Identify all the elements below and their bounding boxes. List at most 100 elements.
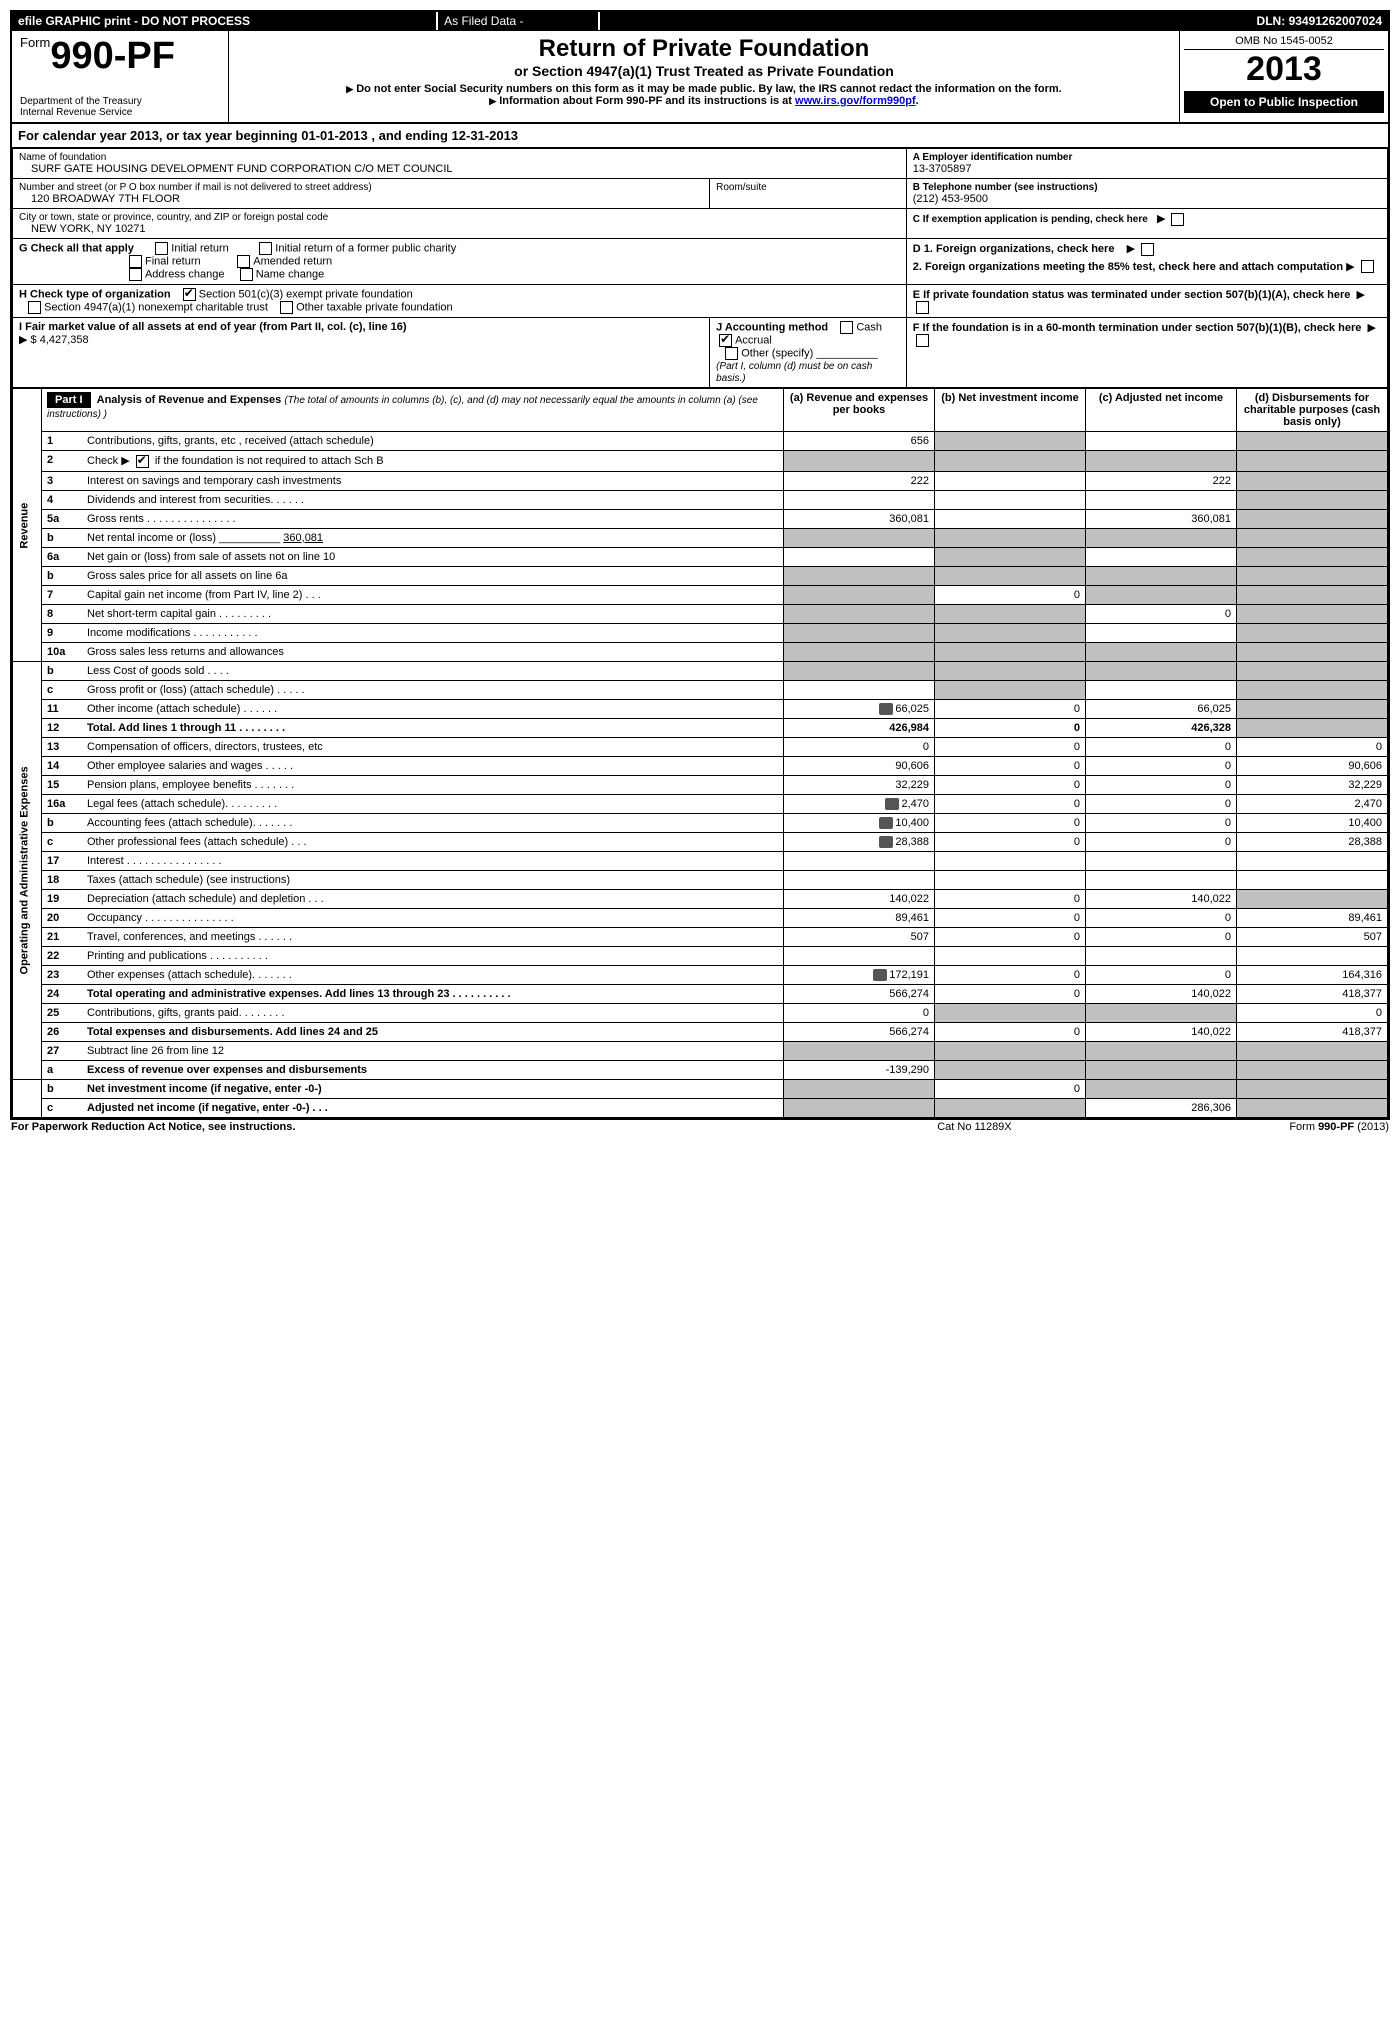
open-inspection: Open to Public Inspection: [1184, 91, 1384, 113]
table-row: 11Other income (attach schedule) . . . .…: [13, 699, 1388, 718]
dept-irs: Internal Revenue Service: [20, 107, 220, 118]
h-label: H Check type of organization: [19, 288, 171, 300]
title-cell: Return of Private Foundation or Section …: [229, 31, 1180, 124]
table-row: bGross sales price for all assets on lin…: [13, 566, 1388, 585]
city-label: City or town, state or province, country…: [19, 212, 900, 223]
table-row: 21Travel, conferences, and meetings . . …: [13, 927, 1388, 946]
form-title: Return of Private Foundation: [233, 35, 1175, 63]
table-row: 12Total. Add lines 1 through 11 . . . . …: [13, 718, 1388, 737]
period-header: For calendar year 2013, or tax year begi…: [11, 123, 1389, 148]
table-row: bAccounting fees (attach schedule). . . …: [13, 813, 1388, 832]
attach-icon[interactable]: [879, 817, 893, 829]
g-final-checkbox[interactable]: [129, 255, 142, 268]
dept-treasury: Department of the Treasury: [20, 96, 220, 107]
h-4947-checkbox[interactable]: [28, 301, 41, 314]
year-cell: OMB No 1545-0052 2013 Open to Public Ins…: [1180, 31, 1390, 124]
revenue-sidelabel: Revenue: [13, 389, 42, 662]
table-row: 27Subtract line 26 from line 12: [13, 1042, 1388, 1061]
period-begin: 01-01-2013: [301, 128, 368, 143]
h-501c3-checkbox[interactable]: [183, 288, 196, 301]
omb-number: OMB No 1545-0052: [1184, 35, 1384, 50]
efile-notice: efile GRAPHIC print - DO NOT PROCESS: [12, 12, 437, 30]
instructions-link[interactable]: www.irs.gov/form990pf: [795, 95, 916, 107]
table-row: cOther professional fees (attach schedul…: [13, 832, 1388, 851]
part1-title: Analysis of Revenue and Expenses: [97, 394, 282, 406]
g-amended-checkbox[interactable]: [237, 255, 250, 268]
addr-label: Number and street (or P O box number if …: [19, 182, 703, 193]
table-row: 15Pension plans, employee benefits . . .…: [13, 775, 1388, 794]
ein-value: 13-3705897: [913, 163, 1381, 175]
expenses-sidelabel: Operating and Administrative Expenses: [13, 661, 42, 1079]
table-row: 20Occupancy . . . . . . . . . . . . . . …: [13, 908, 1388, 927]
tel-label: B Telephone number (see instructions): [913, 182, 1381, 193]
d1-checkbox[interactable]: [1141, 243, 1154, 256]
g-address-checkbox[interactable]: [129, 268, 142, 281]
footer-form: 990-PF: [1318, 1121, 1354, 1133]
table-row: 23Other expenses (attach schedule). . . …: [13, 965, 1388, 984]
table-row: aExcess of revenue over expenses and dis…: [13, 1061, 1388, 1080]
table-row: 7Capital gain net income (from Part IV, …: [13, 585, 1388, 604]
table-row: 2Check ▶ if the foundation is not requir…: [13, 451, 1388, 472]
j-accrual-checkbox[interactable]: [719, 334, 732, 347]
e-label: E If private foundation status was termi…: [913, 289, 1351, 301]
c-checkbox[interactable]: [1171, 213, 1184, 226]
part1-table: Revenue Part I Analysis of Revenue and E…: [12, 388, 1388, 1118]
j-other-checkbox[interactable]: [725, 347, 738, 360]
city-value: NEW YORK, NY 10271: [19, 223, 900, 235]
fmv-value: 4,427,358: [40, 334, 89, 346]
ein-label: A Employer identification number: [913, 152, 1381, 163]
f-label: F If the foundation is in a 60-month ter…: [913, 322, 1362, 334]
d1-label: D 1. Foreign organizations, check here: [913, 243, 1115, 255]
table-row: cGross profit or (loss) (attach schedule…: [13, 680, 1388, 699]
table-row: 3Interest on savings and temporary cash …: [13, 471, 1388, 490]
d2-checkbox[interactable]: [1361, 260, 1374, 273]
g-initial-checkbox[interactable]: [155, 242, 168, 255]
col-b-header: (b) Net investment income: [935, 389, 1086, 432]
table-row: cAdjusted net income (if negative, enter…: [13, 1099, 1388, 1118]
schb-checkbox[interactable]: [136, 455, 149, 468]
table-row: Operating and Administrative Expenses bL…: [13, 661, 1388, 680]
e-checkbox[interactable]: [916, 301, 929, 314]
table-row: 5aGross rents . . . . . . . . . . . . . …: [13, 509, 1388, 528]
room-label: Room/suite: [716, 182, 900, 193]
table-row: 8Net short-term capital gain . . . . . .…: [13, 604, 1388, 623]
attach-icon[interactable]: [879, 836, 893, 848]
table-row: 24Total operating and administrative exp…: [13, 985, 1388, 1004]
topbar: efile GRAPHIC print - DO NOT PROCESS As …: [12, 12, 1388, 30]
part1-label: Part I: [47, 392, 91, 408]
entity-info: Name of foundation SURF GATE HOUSING DEV…: [12, 148, 1388, 388]
col-c-header: (c) Adjusted net income: [1086, 389, 1237, 432]
g-name-checkbox[interactable]: [240, 268, 253, 281]
h-other-checkbox[interactable]: [280, 301, 293, 314]
attach-icon[interactable]: [873, 969, 887, 981]
foundation-name: SURF GATE HOUSING DEVELOPMENT FUND CORPO…: [19, 163, 900, 175]
j-label: J Accounting method: [716, 321, 828, 333]
table-row: 19Depreciation (attach schedule) and dep…: [13, 889, 1388, 908]
table-row: 10aGross sales less returns and allowanc…: [13, 642, 1388, 661]
f-checkbox[interactable]: [916, 334, 929, 347]
table-row: 18Taxes (attach schedule) (see instructi…: [13, 870, 1388, 889]
dln-value: 93491262007024: [1289, 14, 1382, 28]
footer-left: For Paperwork Reduction Act Notice, see …: [10, 1120, 861, 1134]
form-subtitle: or Section 4947(a)(1) Trust Treated as P…: [233, 63, 1175, 79]
as-filed-label: As Filed Data -: [437, 12, 599, 30]
ssn-note: Do not enter Social Security numbers on …: [356, 83, 1062, 95]
attach-icon[interactable]: [879, 703, 893, 715]
attach-icon[interactable]: [885, 798, 899, 810]
form-container: efile GRAPHIC print - DO NOT PROCESS As …: [10, 10, 1390, 1120]
c-label: C If exemption application is pending, c…: [913, 214, 1148, 225]
table-row: 13Compensation of officers, directors, t…: [13, 737, 1388, 756]
j-cash-checkbox[interactable]: [840, 321, 853, 334]
name-label: Name of foundation: [19, 152, 900, 163]
form-number: 990-PF: [50, 35, 175, 77]
d2-label: 2. Foreign organizations meeting the 85%…: [913, 261, 1343, 273]
col-d-header: (d) Disbursements for charitable purpose…: [1237, 389, 1388, 432]
g-initial-former-checkbox[interactable]: [259, 242, 272, 255]
footer-mid: Cat No 11289X: [861, 1120, 1088, 1134]
table-row: 9Income modifications . . . . . . . . . …: [13, 623, 1388, 642]
period-end: 12-31-2013: [452, 128, 519, 143]
net-rental-value: 360,081: [283, 532, 323, 544]
tel-value: (212) 453-9500: [913, 193, 1381, 205]
g-label: G Check all that apply: [19, 242, 134, 254]
table-row: 17Interest . . . . . . . . . . . . . . .…: [13, 851, 1388, 870]
